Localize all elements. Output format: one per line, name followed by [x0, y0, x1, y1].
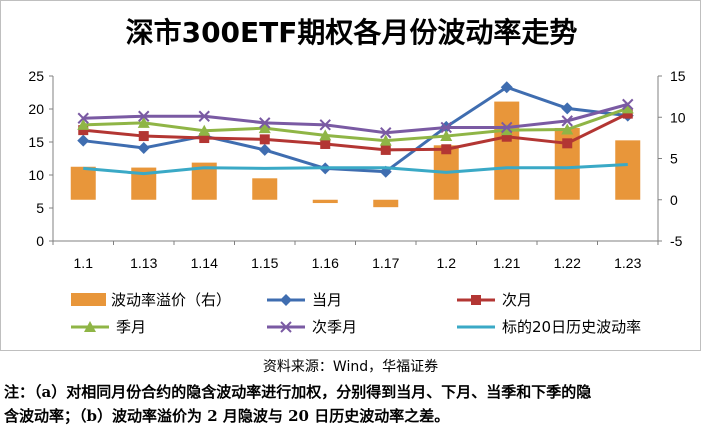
x-tick-label: 1.23 — [614, 255, 641, 271]
series-line-next-quarter-month — [83, 102, 629, 135]
series-point-quarter-month — [137, 116, 150, 128]
legend-marker-current-month — [280, 294, 292, 306]
right-tick-label: 0 — [670, 192, 678, 208]
legend-label-premium: 波动率溢价（右） — [111, 291, 231, 309]
series-point-current-month — [77, 134, 90, 147]
legend-label-quarter-month: 季月 — [116, 318, 146, 336]
footnote-line-1: 注：（a）对相同月份合约的隐含波动率进行加权，分别得到当月、下月、当季和下季的隐 — [4, 383, 592, 401]
x-tick-label: 1.14 — [191, 255, 218, 271]
x-tick-label: 1.1 — [74, 255, 94, 271]
series-point-quarter-month — [258, 122, 271, 134]
x-tick-label: 1.16 — [312, 255, 339, 271]
left-tick-label: 10 — [28, 167, 44, 183]
series-point-next-month — [320, 138, 331, 149]
series-point-next-quarter-month — [319, 119, 331, 131]
premium-bar — [252, 178, 278, 200]
right-tick-label: 5 — [670, 151, 678, 167]
series-line-current-month — [83, 85, 628, 174]
chart-canvas: 0 5 10 15 20 25 -5 0 5 10 15 1.1 1.13 1.14 1.15 1.16 1.1… — [28, 68, 686, 336]
series-point-quarter-month — [198, 124, 211, 136]
premium-bar — [494, 101, 520, 200]
series-line-next-month — [83, 112, 629, 152]
source-caption: 资料来源：Wind，华福证券 — [262, 359, 439, 375]
chart-title: 深市300ETF期权各月份波动率走势 — [125, 16, 578, 49]
series-point-next-month — [441, 144, 452, 155]
chart-frame: 深市300ETF期权各月份波动率走势 0 5 10 15 20 25 -5 0 5 10 15 1.1… — [0, 0, 701, 351]
premium-bar — [312, 199, 338, 204]
x-tick-label: 1.22 — [554, 255, 581, 271]
legend-marker-next-quarter-month — [280, 321, 292, 333]
x-tick-label: 1.17 — [372, 255, 399, 271]
series-point-quarter-month — [561, 123, 574, 135]
series-line-quarter-month — [83, 106, 629, 143]
right-tick-label: 10 — [670, 109, 686, 125]
premium-bar — [615, 140, 641, 200]
series-point-next-quarter-month — [440, 121, 452, 134]
series-point-next-month — [622, 108, 633, 119]
series-point-next-month — [78, 125, 89, 136]
series-point-current-month — [500, 81, 513, 94]
series-point-next-month — [562, 138, 573, 149]
series-point-next-quarter-month — [259, 117, 271, 129]
series-point-current-month — [258, 143, 271, 156]
series-line-hist-vol-20d — [83, 162, 628, 176]
footnote: 注：（a）对相同月份合约的隐含波动率进行加权，分别得到当月、下月、当季和下季的隐… — [4, 380, 710, 428]
footnote-line-2: 含波动率；（b）波动率溢价为 2 月隐波与 20 日历史波动率之差。 — [4, 407, 450, 425]
premium-bar — [373, 199, 399, 208]
series-point-next-month — [380, 144, 391, 155]
series-point-next-quarter-month — [501, 121, 513, 134]
series-point-next-month — [138, 131, 149, 142]
premium-bar — [70, 166, 96, 200]
series-point-quarter-month — [379, 134, 392, 146]
right-tick-label: 15 — [670, 68, 686, 84]
series-point-next-quarter-month — [561, 115, 573, 127]
left-tick-label: 5 — [36, 200, 44, 216]
series-point-quarter-month — [319, 129, 332, 141]
legend-swatch-premium — [71, 293, 106, 306]
series-point-quarter-month — [500, 124, 513, 136]
x-tick-label: 1.13 — [130, 255, 157, 271]
series-point-next-quarter-month — [77, 112, 89, 124]
series-point-current-month — [137, 141, 150, 154]
x-tick-label: 1.15 — [251, 255, 278, 271]
series-point-next-quarter-month — [198, 110, 210, 122]
legend-marker-quarter-month — [84, 321, 96, 332]
legend-marker-next-month — [471, 295, 481, 305]
series-point-quarter-month — [621, 102, 634, 114]
legend-label-next-quarter-month: 次季月 — [312, 318, 357, 336]
legend-label-hist-vol-20d: 标的20日历史波动率 — [502, 318, 641, 336]
series-point-current-month — [561, 102, 574, 115]
series-point-next-month — [199, 133, 210, 144]
series-point-next-quarter-month — [622, 98, 634, 111]
x-tick-label: 1.2 — [437, 255, 457, 271]
series-point-next-month — [501, 131, 512, 142]
x-tick-label: 1.21 — [493, 255, 520, 271]
left-tick-label: 0 — [36, 233, 44, 249]
left-tick-label: 15 — [28, 134, 44, 150]
series-point-next-month — [259, 134, 270, 145]
legend-label-current-month: 当月 — [312, 291, 342, 309]
left-tick-label: 20 — [28, 101, 44, 117]
series-point-next-quarter-month — [380, 127, 392, 139]
left-tick-label: 25 — [28, 68, 44, 84]
series-point-quarter-month — [77, 118, 90, 130]
right-tick-label: -5 — [670, 233, 683, 249]
series-point-quarter-month — [440, 130, 453, 142]
series-point-next-quarter-month — [138, 110, 150, 122]
legend-label-next-month: 次月 — [502, 291, 532, 309]
